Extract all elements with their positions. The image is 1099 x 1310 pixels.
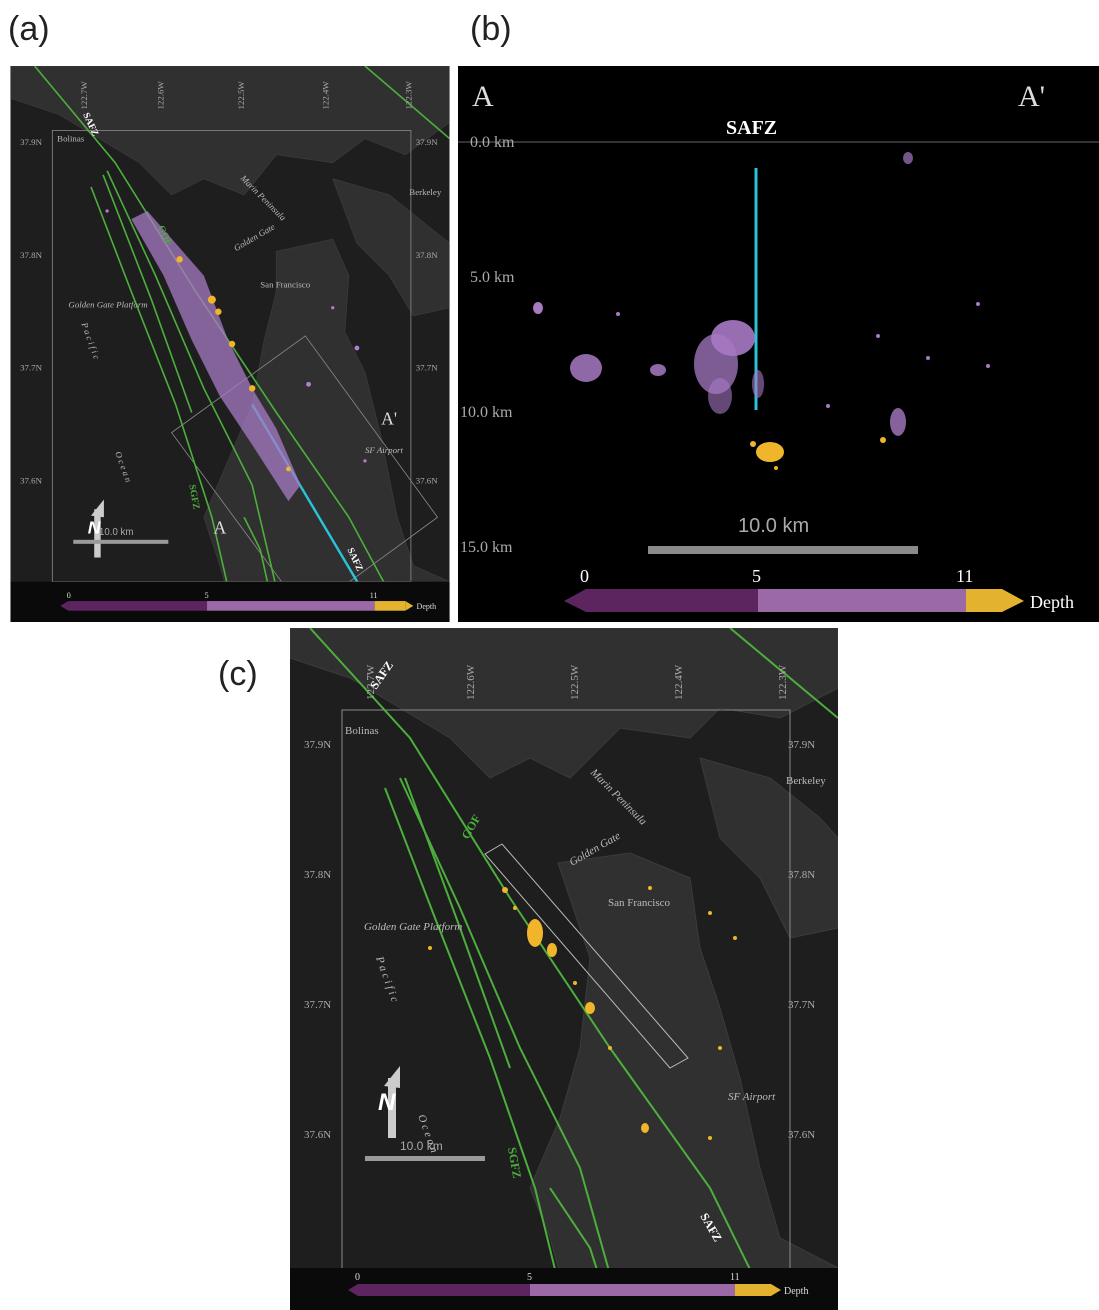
colorbar-tick: 5 [752,566,761,586]
lat-tick-label: 37.8N [416,250,439,260]
section-corner-a: A [472,80,494,113]
panel-label-b: (b) [470,10,512,48]
depth-label: 15.0 km [460,539,513,556]
panel-label-a: (a) [8,10,50,48]
lon-tick-label: 122.5W [236,81,246,110]
lat-tick-label: 37.7N [788,999,815,1011]
lon-tick-label: 122.6W [465,664,477,700]
lat-tick-label: 37.9N [20,137,43,147]
lat-tick-label: 37.6N [304,1129,331,1141]
colorbar-tick: 11 [730,1272,740,1283]
lon-tick-label: 122.7W [79,81,89,110]
colorbar-tick: 11 [956,566,973,586]
fault-label-sgfz: SGFZ [505,1146,524,1179]
cross-section-panel: A A' SAFZ 0.0 km 5.0 km 10.0 km 15.0 km … [458,66,1099,622]
lat-tick-label: 37.6N [20,475,43,485]
colorbar-tick: 0 [67,591,71,600]
scale-bar-label: 10.0 km [99,527,133,538]
earthquake-events [428,886,737,1140]
place-san-francisco: San Francisco [608,897,671,909]
colorbar: 0 5 11 Depth [60,591,436,611]
colorbar-tick: 5 [205,591,209,600]
lat-tick-label: 37.8N [788,869,815,881]
terrain-relief [290,628,838,1310]
lat-tick-label: 37.8N [20,250,43,260]
lon-tick-label: 122.3W [777,664,789,700]
colorbar-label: Depth [417,602,437,611]
lat-tick-label: 37.7N [304,999,331,1011]
scale-bar-label: 10.0 km [400,1139,443,1153]
section-colorbar: 0 5 11 Depth [564,566,1074,612]
colorbar-tick: 11 [370,591,378,600]
earthquake-events [533,152,990,436]
colorbar-tick: 0 [580,566,589,586]
deep-event-cluster [756,442,784,462]
profile-label-a-prime: A' [381,409,397,429]
place-berkeley: Berkeley [786,775,826,787]
north-arrow-icon: N [378,1066,400,1138]
earthquake-events [105,209,367,502]
lat-tick-label: 37.7N [20,363,43,373]
depth-label: 10.0 km [460,404,513,421]
scale-bar [73,539,169,544]
place-bolinas: Bolinas [345,725,379,737]
lon-tick-label: 122.7W [365,664,377,700]
colorbar-tick: 5 [527,1272,532,1283]
place-platform: Golden Gate Platform [68,300,148,310]
depth-label: 0.0 km [470,134,515,151]
map-panel-c: 122.7W 122.6W 122.5W 122.4W 122.3W 122.7… [290,628,838,1310]
section-scale-bar [648,546,918,554]
place-sf-airport: SF Airport [728,1091,776,1103]
scale-bar [365,1156,485,1161]
section-corner-a-prime: A' [1018,80,1045,113]
place-bolinas: Bolinas [57,134,85,144]
place-berkeley: Berkeley [409,187,442,197]
lon-tick-label: 122.4W [673,664,685,700]
fault-label-sgfz: SGFZ [186,484,201,511]
place-san-francisco: San Francisco [260,280,311,290]
colorbar-label: Depth [1030,592,1074,612]
lat-tick-label: 37.9N [788,739,815,751]
profile-label-a: A [213,517,226,537]
lon-tick-label: 122.6W [156,81,166,110]
place-platform: Golden Gate Platform [364,921,462,933]
section-fault-label: SAFZ [726,117,777,139]
lat-tick-label: 37.8N [304,869,331,881]
north-label: N [378,1089,396,1116]
north-label: N [88,517,102,537]
panel-label-c: (c) [218,655,258,693]
colorbar-tick: 0 [355,1272,360,1283]
colorbar: 0 5 11 Depth [348,1272,808,1297]
map-panel-a: 122.7W 122.6W 122.5W 122.4W 122.3W 37.9N… [10,66,450,622]
place-sf-airport: SF Airport [365,445,404,455]
lat-tick-label: 37.6N [788,1129,815,1141]
north-arrow-icon: N [88,499,104,558]
lon-tick-label: 122.4W [321,81,331,110]
depth-label: 5.0 km [470,269,515,286]
lat-tick-label: 37.9N [304,739,331,751]
lat-tick-label: 37.9N [416,137,439,147]
lat-tick-label: 37.6N [416,475,439,485]
section-scale-label: 10.0 km [738,515,809,537]
colorbar-label: Depth [784,1286,808,1297]
lon-tick-label: 122.3W [404,81,414,110]
lat-tick-label: 37.7N [416,363,439,373]
lon-tick-label: 122.5W [569,664,581,700]
